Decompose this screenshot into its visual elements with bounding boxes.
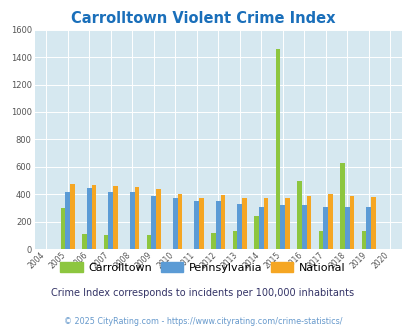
Bar bbox=[327, 194, 332, 249]
Bar bbox=[258, 207, 263, 249]
Bar bbox=[211, 233, 215, 249]
Bar bbox=[254, 216, 258, 249]
Bar bbox=[70, 184, 75, 249]
Bar bbox=[344, 207, 349, 249]
Bar bbox=[339, 163, 344, 249]
Bar bbox=[349, 196, 354, 249]
Bar bbox=[365, 207, 370, 249]
Bar bbox=[61, 208, 65, 249]
Bar bbox=[134, 187, 139, 249]
Bar bbox=[275, 49, 279, 249]
Bar bbox=[237, 204, 241, 249]
Legend: Carrolltown, Pennsylvania, National: Carrolltown, Pennsylvania, National bbox=[56, 258, 349, 278]
Bar bbox=[146, 235, 151, 249]
Bar bbox=[173, 198, 177, 249]
Bar bbox=[306, 196, 311, 249]
Bar bbox=[82, 234, 87, 249]
Bar bbox=[279, 205, 284, 249]
Text: Carrolltown Violent Crime Index: Carrolltown Violent Crime Index bbox=[70, 11, 335, 25]
Bar bbox=[322, 207, 327, 249]
Bar bbox=[151, 196, 156, 249]
Bar bbox=[284, 198, 289, 249]
Bar bbox=[318, 231, 322, 249]
Bar bbox=[156, 189, 160, 249]
Bar bbox=[87, 188, 92, 249]
Bar bbox=[232, 231, 237, 249]
Bar bbox=[296, 181, 301, 249]
Text: © 2025 CityRating.com - https://www.cityrating.com/crime-statistics/: © 2025 CityRating.com - https://www.city… bbox=[64, 317, 341, 326]
Bar bbox=[103, 235, 108, 249]
Bar bbox=[361, 231, 365, 249]
Bar bbox=[198, 198, 203, 249]
Bar bbox=[220, 195, 225, 249]
Bar bbox=[370, 197, 375, 249]
Bar bbox=[215, 201, 220, 249]
Bar bbox=[108, 192, 113, 249]
Bar bbox=[194, 201, 198, 249]
Bar bbox=[177, 194, 182, 249]
Bar bbox=[241, 198, 246, 249]
Bar bbox=[92, 185, 96, 249]
Bar bbox=[65, 191, 70, 249]
Text: Crime Index corresponds to incidents per 100,000 inhabitants: Crime Index corresponds to incidents per… bbox=[51, 288, 354, 298]
Bar bbox=[113, 186, 117, 249]
Bar bbox=[301, 205, 306, 249]
Bar bbox=[263, 198, 268, 249]
Bar bbox=[130, 192, 134, 249]
